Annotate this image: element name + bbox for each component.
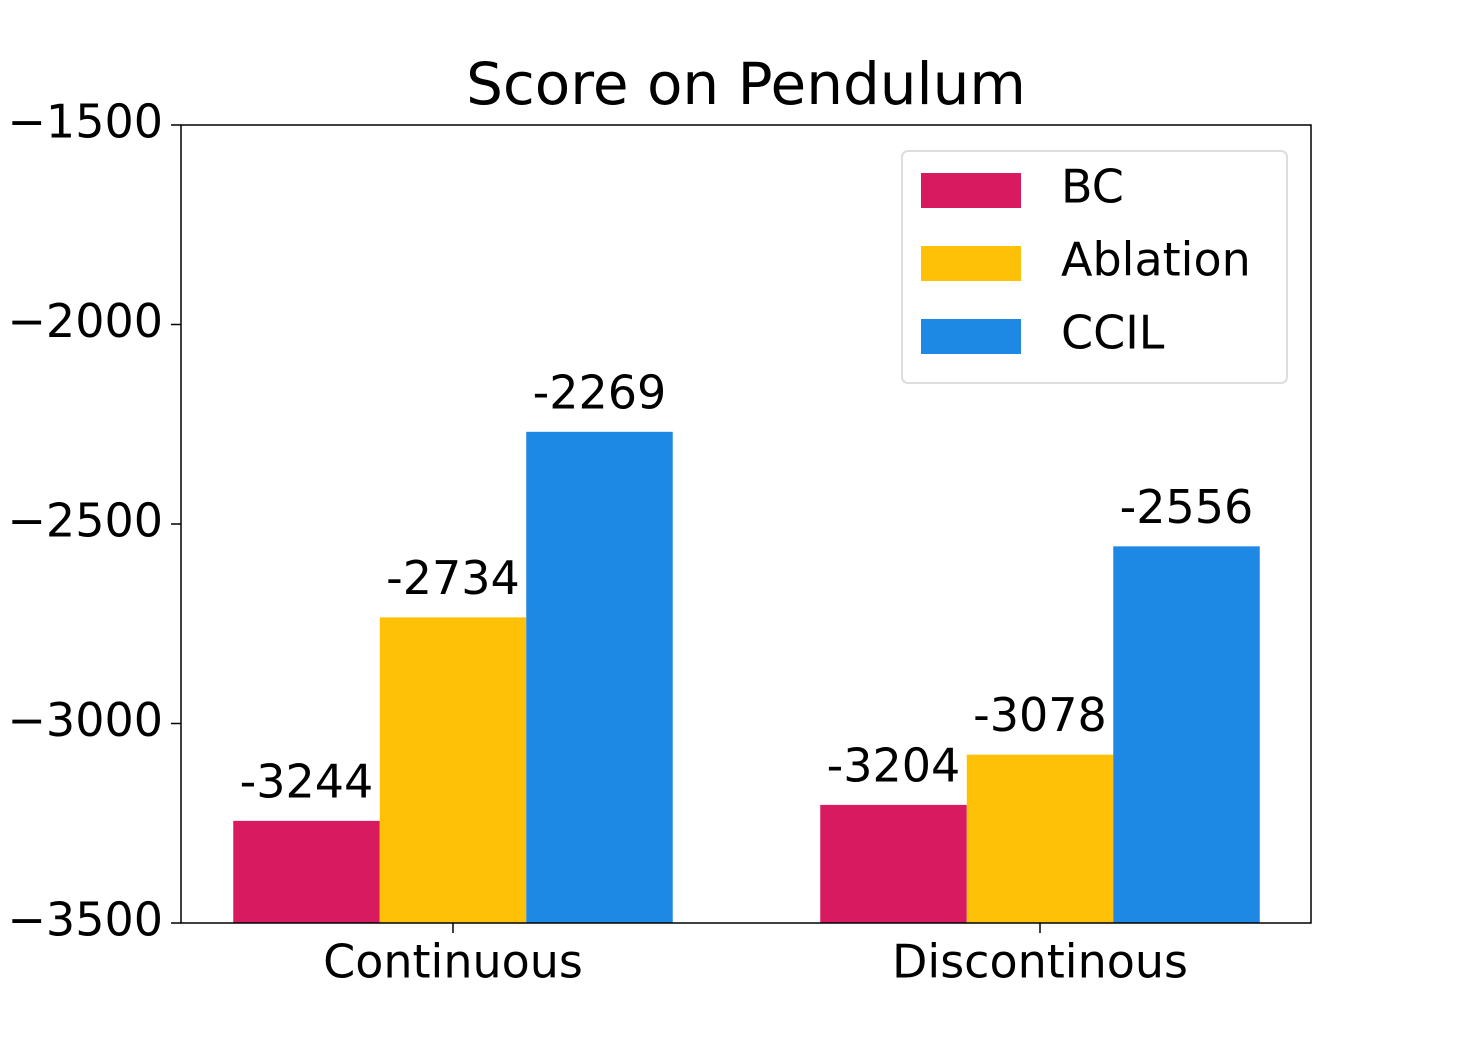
value-label: -3204 (827, 738, 961, 792)
plot-frame (180, 124, 1312, 924)
legend-swatch (921, 246, 1021, 281)
y-tick-label: −2500 (7, 494, 163, 548)
legend-swatch (921, 173, 1021, 208)
value-label: -3078 (973, 688, 1107, 742)
y-tick-label: −3000 (7, 693, 163, 747)
value-label: -3244 (240, 754, 374, 808)
legend-label: Ablation (1061, 233, 1251, 287)
bar (966, 754, 1114, 923)
bar (820, 804, 967, 923)
y-tick-label: −1500 (7, 95, 163, 149)
legend-label: BC (1061, 160, 1124, 214)
bar (379, 617, 527, 923)
bar (526, 431, 673, 923)
x-tick-label: Discontinous (892, 935, 1188, 989)
bar (233, 820, 380, 923)
x-tick-label: Continuous (323, 935, 583, 989)
legend-label: CCIL (1061, 306, 1165, 360)
y-tick-label: −2000 (7, 294, 163, 348)
chart-title: Score on Pendulum (466, 50, 1026, 118)
legend-swatch (921, 319, 1021, 354)
value-label: -2734 (386, 551, 520, 605)
value-label: -2556 (1120, 480, 1254, 534)
value-label: -2269 (533, 365, 667, 419)
bar (1113, 546, 1260, 923)
y-tick-label: −3500 (7, 893, 163, 947)
